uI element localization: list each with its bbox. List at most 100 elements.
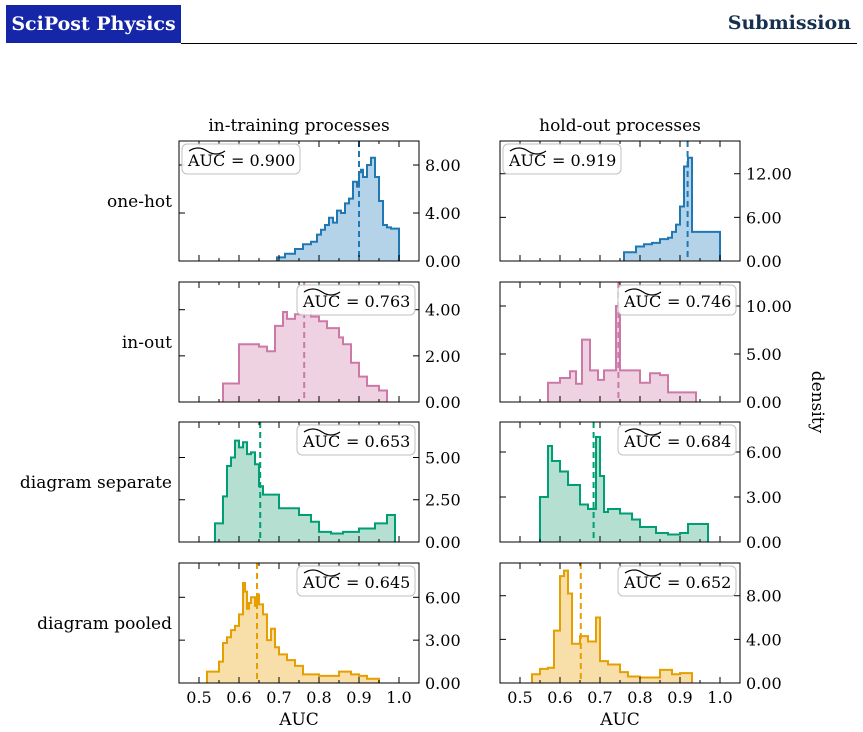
y-tick-label: 4.00 — [425, 204, 461, 223]
y-tick-label: 5.00 — [425, 448, 461, 467]
x-tick-label: 0.5 — [507, 688, 532, 707]
y-tick-label: 8.00 — [746, 587, 782, 606]
histogram-panel: 0.00 5.00 10.00 AUC = 0.746 — [499, 281, 792, 412]
journal-name: SciPost Physics — [11, 13, 176, 35]
x-tick-label: 0.9 — [667, 688, 692, 707]
y-tick-label: 4.00 — [746, 630, 782, 649]
x-tick-label: 0.6 — [547, 688, 572, 707]
histogram-fill — [207, 583, 379, 683]
histogram-panel: 0.5 0.6 0.7 0.8 0.9 1.0 0.00 3.00 6.00 AUC = 0.645 — [178, 562, 461, 707]
y-tick-label: 2.50 — [425, 491, 461, 510]
auc-value: = 0.746 — [667, 292, 731, 311]
y-tick-label: 0.00 — [746, 533, 782, 552]
auc-symbol: AUC — [302, 292, 340, 311]
auc-box — [617, 284, 737, 316]
x-tick-label: 0.6 — [226, 688, 251, 707]
tilde-mark — [624, 569, 662, 577]
histogram-fill — [215, 440, 395, 542]
auc-symbol: AUC — [187, 151, 225, 170]
y-tick-label: 0.00 — [425, 674, 461, 693]
x-tick-label: 0.7 — [587, 688, 612, 707]
header-divider — [181, 43, 857, 44]
y-tick-label: 10.00 — [746, 297, 792, 316]
histogram-fill — [540, 437, 708, 542]
y-tick-label: 0.00 — [425, 533, 461, 552]
auc-box — [296, 565, 416, 597]
column-title: hold-out processes — [539, 116, 701, 136]
auc-box — [502, 143, 622, 175]
auc-symbol: AUC — [623, 573, 661, 592]
y-tick-label: 2.00 — [425, 347, 461, 366]
y-axis-label: density — [807, 371, 827, 434]
row-label: one-hot — [107, 192, 172, 212]
auc-value: = 0.919 — [552, 151, 616, 170]
x-axis-label: AUC — [278, 710, 319, 730]
histogram-outline — [206, 582, 380, 683]
tilde-mark — [188, 147, 226, 155]
auc-value: = 0.653 — [346, 432, 410, 451]
x-tick-label: 1.0 — [386, 688, 411, 707]
y-tick-label: 0.00 — [746, 674, 782, 693]
x-tick-label: 0.9 — [346, 688, 371, 707]
y-tick-label: 12.00 — [746, 165, 792, 184]
y-tick-label: 0.00 — [746, 393, 782, 412]
auc-box — [296, 424, 416, 456]
auc-symbol: AUC — [623, 432, 661, 451]
tilde-mark — [303, 288, 341, 296]
auc-value: = 0.645 — [346, 573, 410, 592]
y-tick-label: 6.00 — [746, 208, 782, 227]
x-tick-label: 0.8 — [306, 688, 331, 707]
auc-value: = 0.652 — [667, 573, 731, 592]
auc-box — [617, 565, 737, 597]
column-title: in-training processes — [208, 116, 389, 136]
tilde-mark — [303, 569, 341, 577]
journal-badge: SciPost Physics — [6, 5, 181, 43]
x-tick-label: 0.7 — [266, 688, 291, 707]
auc-symbol: AUC — [508, 151, 546, 170]
x-tick-label: 1.0 — [707, 688, 732, 707]
y-tick-label: 5.00 — [746, 345, 782, 364]
histogram-panel: 0.00 4.00 8.00 AUC = 0.900 — [178, 140, 461, 271]
auc-box — [296, 284, 416, 316]
y-tick-label: 4.00 — [425, 301, 461, 320]
y-tick-label: 0.00 — [425, 393, 461, 412]
auc-value: = 0.900 — [231, 151, 295, 170]
histogram-outline — [276, 156, 400, 261]
histogram-panel: 0.5 0.6 0.7 0.8 0.9 1.0 0.00 4.00 8.00 AUC = 0.652 — [499, 562, 782, 707]
histogram-panel: 0.00 2.50 5.00 AUC = 0.653 — [178, 421, 461, 552]
y-tick-label: 3.00 — [746, 488, 782, 507]
tilde-mark — [624, 288, 662, 296]
histogram-outline — [539, 436, 709, 542]
histogram-outline — [531, 569, 693, 683]
y-tick-label: 6.00 — [746, 443, 782, 462]
x-tick-label: 0.5 — [186, 688, 211, 707]
x-tick-label: 0.8 — [627, 688, 652, 707]
auc-symbol: AUC — [302, 573, 340, 592]
y-tick-label: 8.00 — [425, 156, 461, 175]
histogram-panel: 0.00 3.00 6.00 AUC = 0.684 — [499, 421, 782, 552]
histogram-outline — [623, 156, 721, 261]
row-label: in-out — [122, 333, 172, 353]
auc-symbol: AUC — [302, 432, 340, 451]
y-tick-label: 3.00 — [425, 631, 461, 650]
section-label: Submission — [727, 12, 851, 34]
y-tick-label: 0.00 — [746, 252, 782, 271]
tilde-mark — [303, 428, 341, 436]
tilde-mark — [509, 147, 547, 155]
auc-symbol: AUC — [623, 292, 661, 311]
x-axis-label: AUC — [599, 710, 640, 730]
auc-box — [617, 424, 737, 456]
y-tick-label: 6.00 — [425, 588, 461, 607]
histogram-panel: 0.00 2.00 4.00 AUC = 0.763 — [178, 281, 461, 412]
histogram-fill — [624, 157, 720, 261]
auc-value: = 0.684 — [667, 432, 731, 451]
auc-value: = 0.763 — [346, 292, 410, 311]
tilde-mark — [624, 428, 662, 436]
row-label: diagram separate — [20, 473, 172, 493]
row-label: diagram pooled — [37, 614, 172, 634]
histogram-fill — [548, 306, 696, 402]
histogram-fill — [277, 157, 399, 261]
histogram-panel: 0.00 6.00 12.00 AUC = 0.919 — [499, 140, 792, 271]
y-tick-label: 0.00 — [425, 252, 461, 271]
